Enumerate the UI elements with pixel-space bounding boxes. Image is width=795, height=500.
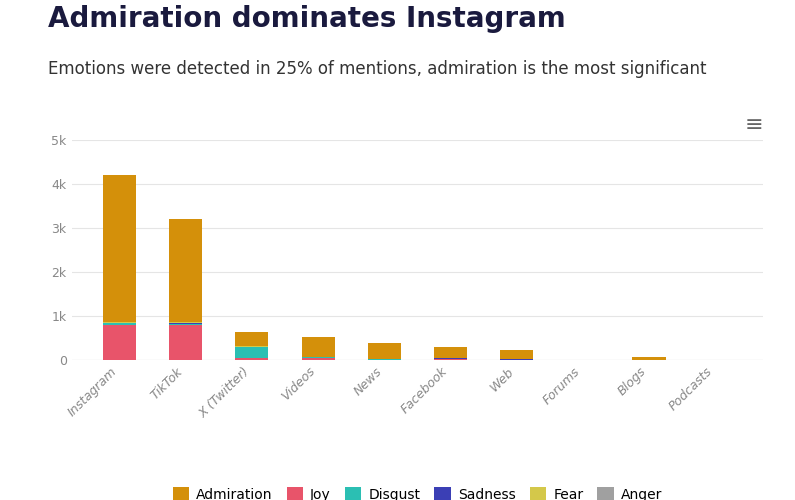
Bar: [301, 336, 335, 357]
Bar: [500, 350, 533, 360]
Bar: [235, 332, 269, 346]
Bar: [169, 325, 202, 360]
Bar: [169, 322, 202, 324]
Bar: [103, 322, 136, 324]
Bar: [235, 358, 269, 360]
Bar: [301, 358, 335, 360]
Text: Emotions were detected in 25% of mentions, admiration is the most significant: Emotions were detected in 25% of mention…: [48, 60, 706, 78]
Bar: [103, 325, 136, 360]
Text: ≡: ≡: [745, 115, 763, 135]
Bar: [368, 342, 401, 359]
Bar: [633, 357, 665, 360]
Bar: [169, 218, 202, 322]
Text: Admiration dominates Instagram: Admiration dominates Instagram: [48, 5, 565, 33]
Legend: Admiration, Joy, Disgust, Sadness, Fear, Anger: Admiration, Joy, Disgust, Sadness, Fear,…: [167, 482, 668, 500]
Bar: [103, 324, 136, 325]
Bar: [169, 324, 202, 325]
Bar: [103, 174, 136, 322]
Bar: [434, 347, 467, 358]
Bar: [434, 358, 467, 360]
Bar: [235, 347, 269, 358]
